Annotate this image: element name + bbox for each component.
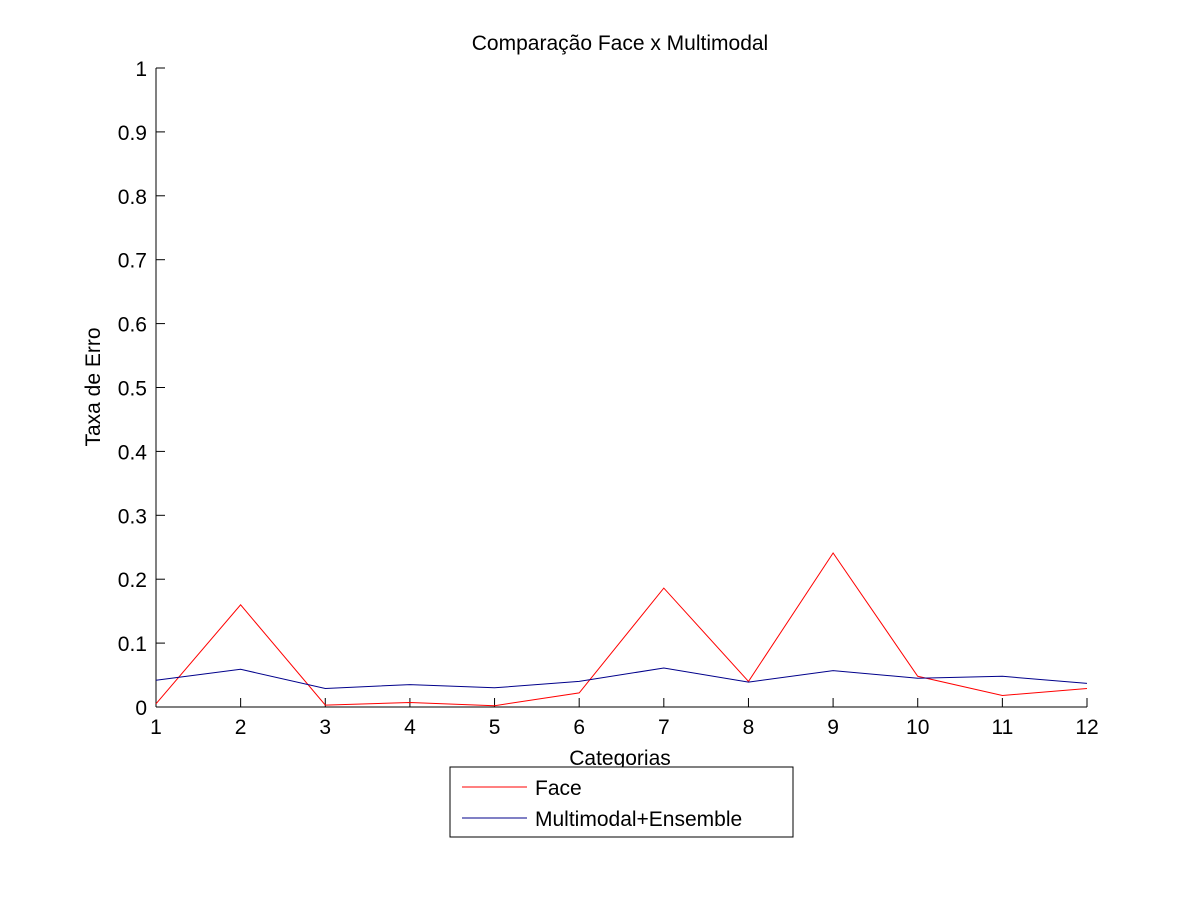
y-tick-label: 0.4	[118, 441, 148, 464]
y-axis-label: Taxa de Erro	[82, 327, 105, 446]
y-tick-label: 0.6	[118, 314, 147, 337]
series-lines	[155, 552, 1088, 707]
x-tick-label: 2	[235, 716, 247, 739]
x-tick-label: 12	[1075, 716, 1098, 739]
x-tick-label: 6	[573, 716, 585, 739]
x-tick-label: 10	[906, 716, 929, 739]
axis-ticks: 1 2 3 4 5 6 7 8 9 10 11 1200.10.20.30.40.50.60.70.8…	[118, 58, 1099, 739]
x-tick-label: 1	[150, 716, 162, 739]
series-line-1	[155, 667, 1088, 690]
y-tick-label: 0.2	[118, 569, 147, 592]
series-line-0	[155, 552, 1088, 707]
x-tick-label: 8	[743, 716, 755, 739]
legend-label-0: Face	[535, 777, 582, 800]
chart-title: Comparação Face x Multimodal	[472, 32, 768, 55]
x-tick-label: 5	[489, 716, 501, 739]
legend: Face Multimodal+Ensemble	[449, 766, 794, 838]
legend-label-1: Multimodal+Ensemble	[535, 808, 742, 831]
y-tick-label: 0.7	[118, 250, 147, 273]
y-tick-label: 0.1	[118, 633, 147, 656]
x-tick-label: 3	[319, 716, 331, 739]
y-tick-label: 0.8	[118, 186, 147, 209]
x-axis-label: Categorias	[569, 747, 671, 770]
y-tick-label: 0.5	[118, 378, 147, 401]
y-tick-label: 0.9	[118, 122, 147, 145]
x-tick-label: 4	[404, 716, 416, 739]
x-tick-label: 9	[827, 716, 839, 739]
y-tick-label: 1	[135, 58, 147, 81]
x-tick-label: 11	[991, 716, 1013, 739]
y-tick-label: 0.3	[118, 505, 147, 528]
x-tick-label: 7	[658, 716, 670, 739]
y-tick-label: 0	[135, 697, 147, 720]
legend-box	[449, 766, 794, 838]
